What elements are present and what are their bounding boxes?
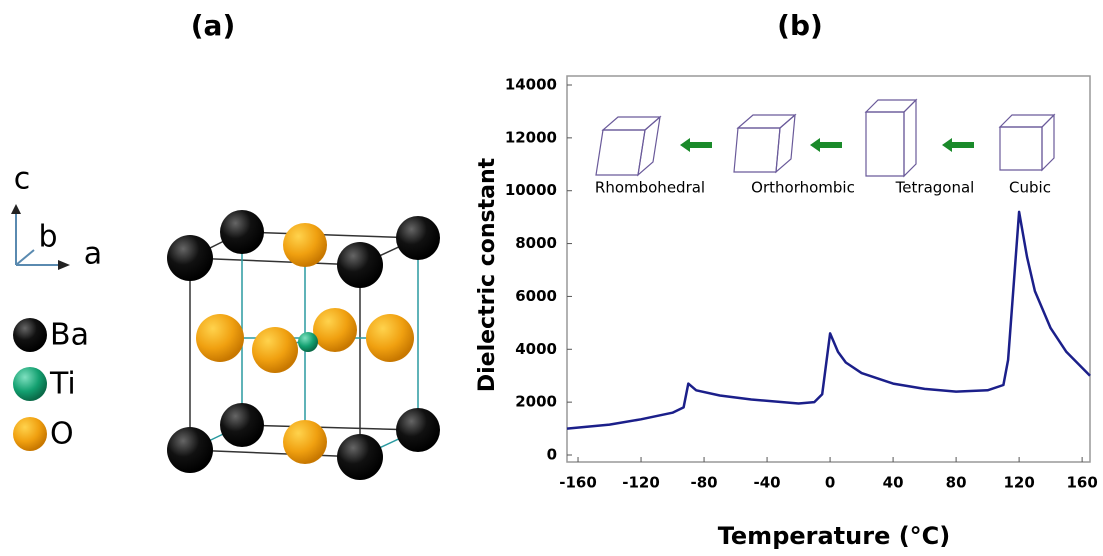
- y-tick-label: 6000: [515, 287, 557, 305]
- figure: (a) c b a Ba Ti O (b) Temperature (°C) D: [0, 0, 1103, 556]
- x-tick-label: -120: [622, 474, 660, 492]
- y-tick-label: 2000: [515, 393, 557, 411]
- axis-c: c: [14, 162, 31, 197]
- x-tick-label: 120: [1003, 474, 1034, 492]
- x-tick-label: 0: [825, 474, 835, 492]
- y-axis-label: Dielectric constant: [475, 157, 500, 392]
- panel-label: (a): [191, 9, 236, 42]
- data-line: [567, 212, 1090, 429]
- legend-text: O: [50, 417, 74, 452]
- x-tick-label: 160: [1066, 474, 1097, 492]
- y-tick-label: 14000: [505, 76, 557, 94]
- x-tick-label: -80: [690, 474, 717, 492]
- y-tick-label: 10000: [505, 181, 557, 199]
- x-tick-label: -40: [754, 474, 781, 492]
- x-tick-label: -160: [559, 474, 597, 492]
- legend-ti: [13, 367, 47, 401]
- x-tick-label: 40: [883, 474, 904, 492]
- legend-o: [13, 417, 47, 451]
- legend-ba: [13, 318, 47, 352]
- y-tick-label: 12000: [505, 128, 557, 146]
- axis-a: a: [84, 237, 102, 272]
- legend-text: Ti: [49, 367, 76, 402]
- y-tick-label: 4000: [515, 340, 557, 358]
- plot-frame: [567, 76, 1090, 462]
- phase-label: Orthorhombic: [751, 179, 855, 197]
- axis-b: b: [38, 220, 57, 255]
- y-tick-label: 0: [547, 446, 557, 464]
- phase-label: Tetragonal: [895, 179, 975, 197]
- legend-text: Ba: [50, 318, 89, 353]
- x-tick-label: 80: [946, 474, 967, 492]
- chart-title: (b): [777, 9, 823, 42]
- crystal: [167, 210, 440, 480]
- phase-label: Rhombohedral: [595, 179, 705, 197]
- y-tick-label: 8000: [515, 234, 557, 252]
- phase-inset: [596, 100, 1054, 176]
- phase-label: Cubic: [1009, 179, 1051, 197]
- x-axis-label: Temperature (°C): [718, 522, 951, 550]
